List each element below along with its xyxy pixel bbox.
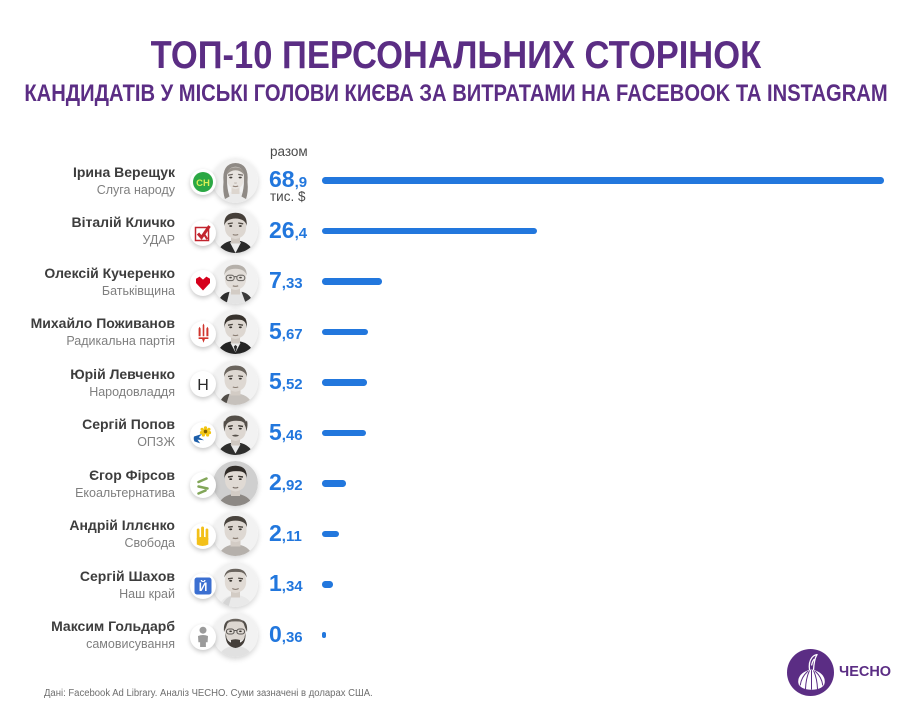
svg-text:СН: СН bbox=[196, 178, 210, 189]
svg-text:Й: Й bbox=[199, 579, 208, 594]
svg-text:Н: Н bbox=[197, 377, 209, 394]
